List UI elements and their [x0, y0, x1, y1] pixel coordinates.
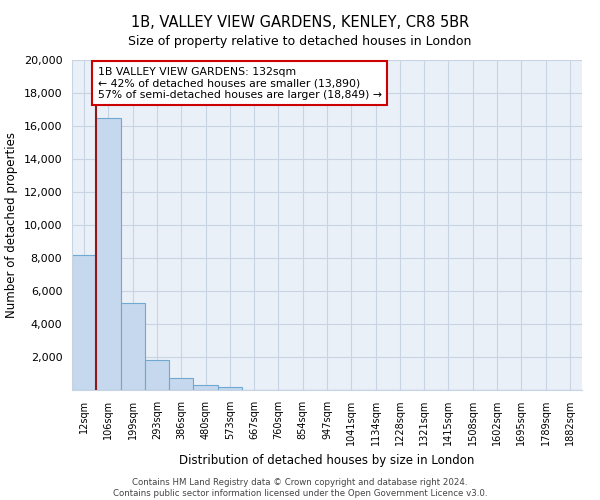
X-axis label: Distribution of detached houses by size in London: Distribution of detached houses by size … [179, 454, 475, 466]
Bar [145, 360, 169, 390]
Bar [218, 387, 242, 390]
Bar [72, 254, 96, 390]
Bar [96, 118, 121, 390]
Bar [193, 386, 218, 390]
Text: Size of property relative to detached houses in London: Size of property relative to detached ho… [128, 35, 472, 48]
Text: Contains HM Land Registry data © Crown copyright and database right 2024.
Contai: Contains HM Land Registry data © Crown c… [113, 478, 487, 498]
Bar [169, 378, 193, 390]
Text: 1B VALLEY VIEW GARDENS: 132sqm
← 42% of detached houses are smaller (13,890)
57%: 1B VALLEY VIEW GARDENS: 132sqm ← 42% of … [97, 66, 382, 100]
Bar [121, 302, 145, 390]
Y-axis label: Number of detached properties: Number of detached properties [5, 132, 18, 318]
Text: 1B, VALLEY VIEW GARDENS, KENLEY, CR8 5BR: 1B, VALLEY VIEW GARDENS, KENLEY, CR8 5BR [131, 15, 469, 30]
